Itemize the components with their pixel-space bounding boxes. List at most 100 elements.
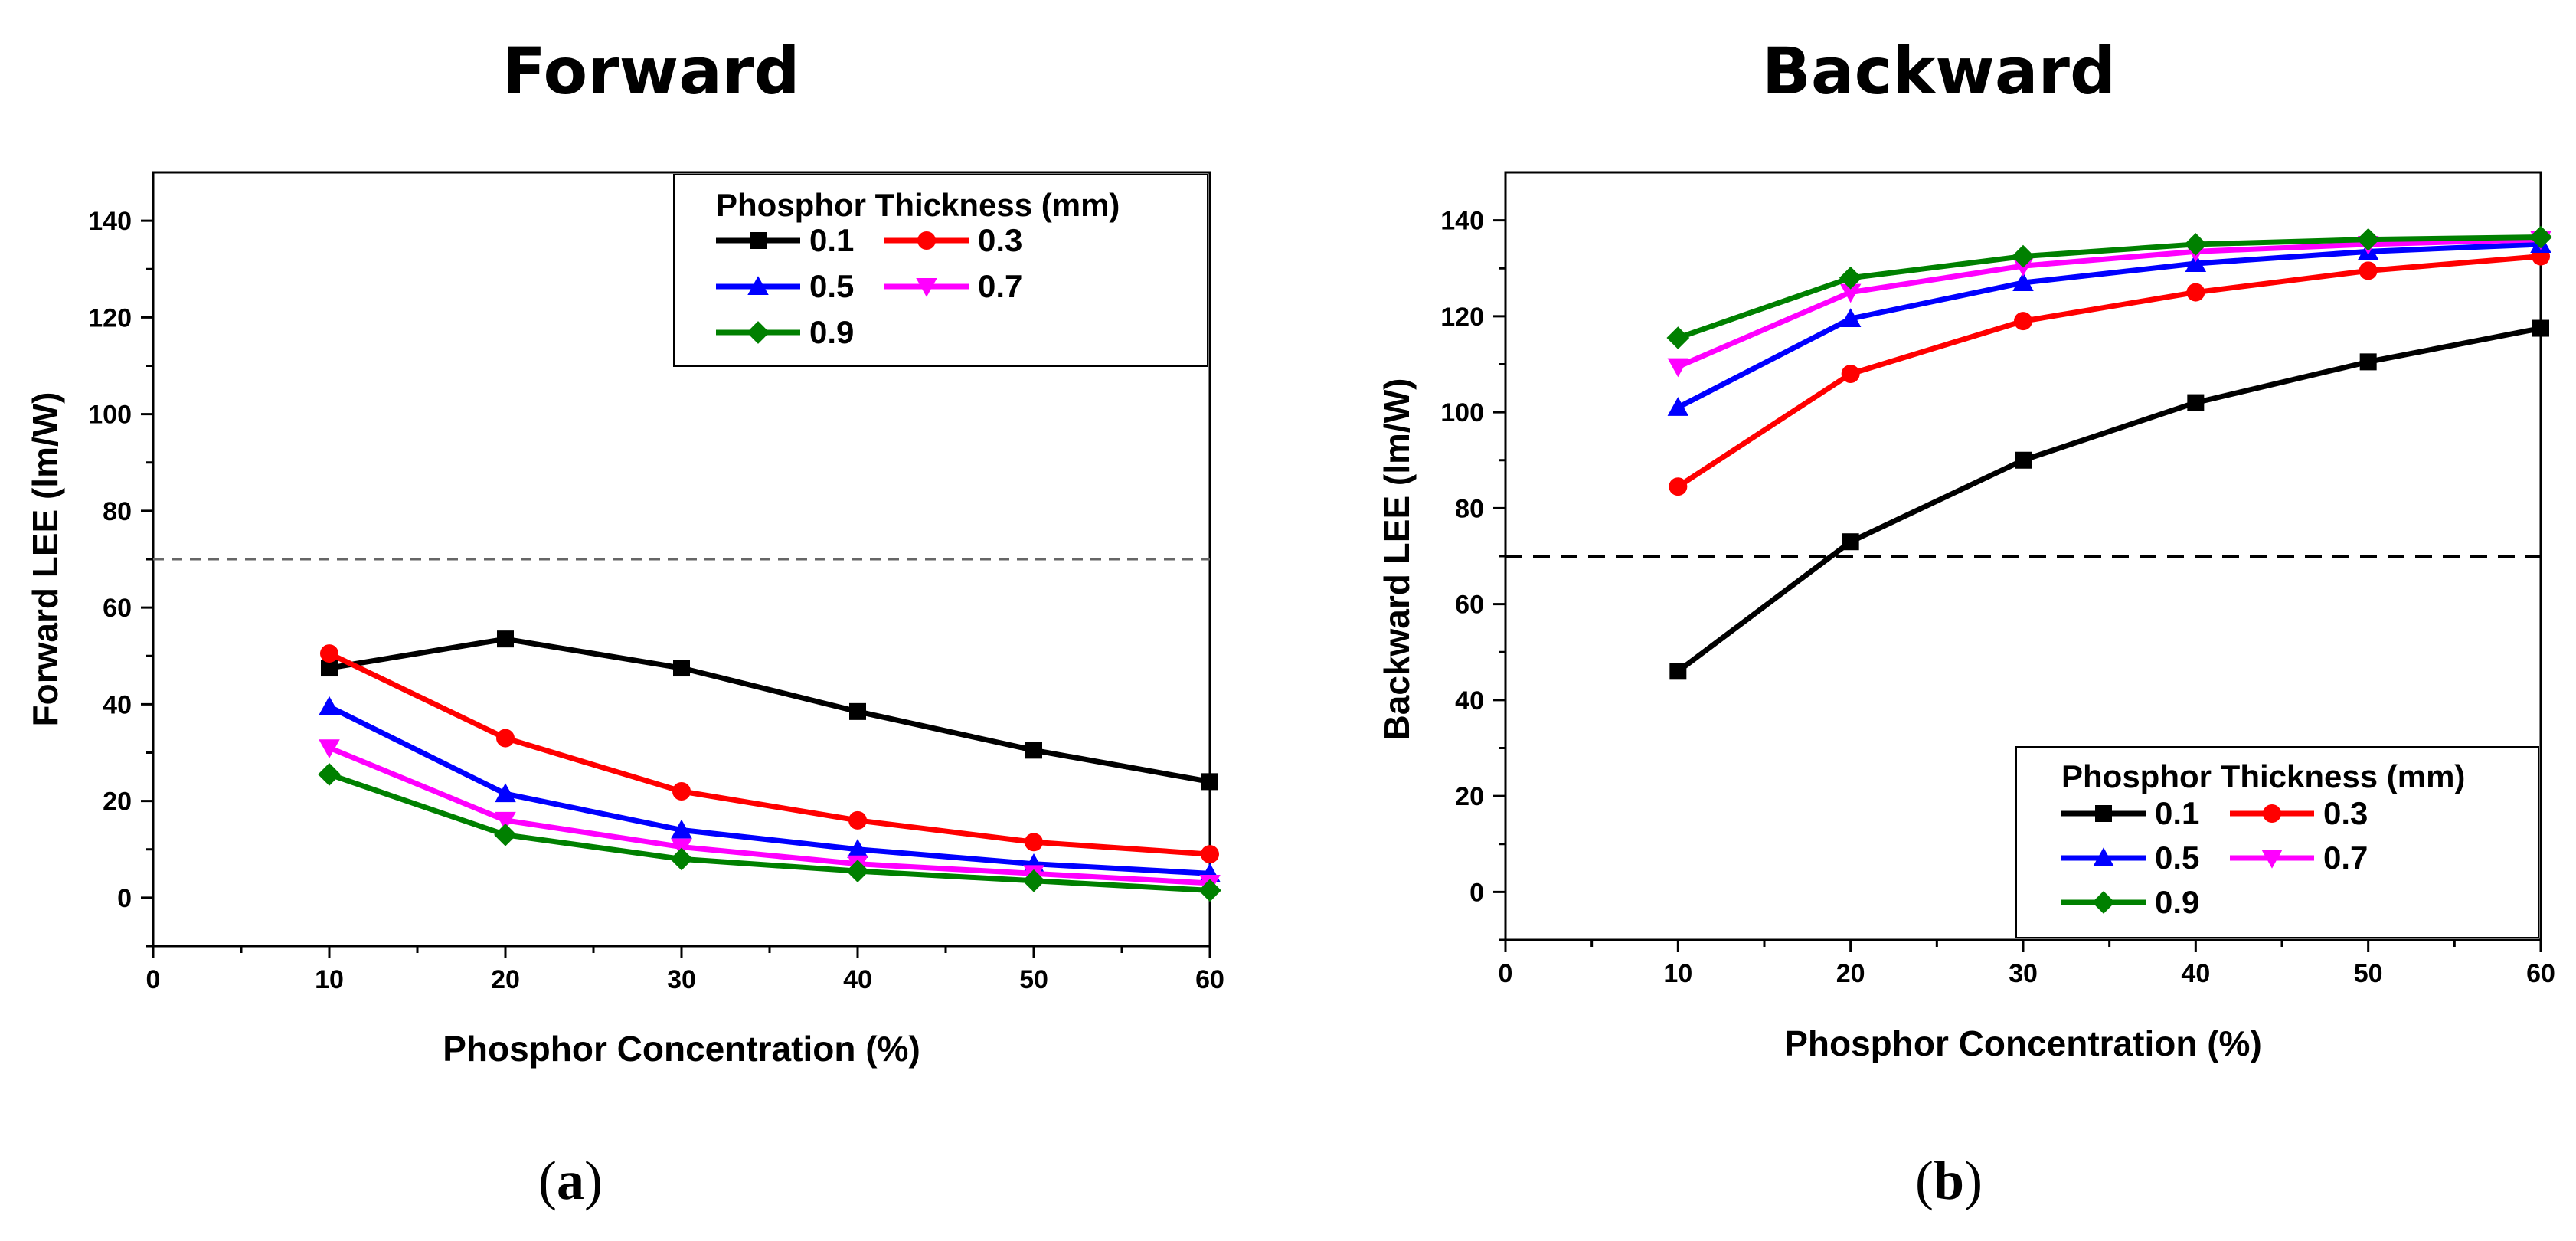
data-point [1025, 742, 1042, 759]
legend-entries: 0.1 0.3 0.5 0.7 0.9 [716, 222, 1022, 350]
panel-label: (a) [538, 1150, 603, 1211]
series-line [1677, 234, 2542, 341]
legend-marker [2093, 847, 2114, 866]
data-point [2185, 253, 2207, 272]
legend-entry: 0.9 [716, 314, 854, 350]
panel-label: (b) [1915, 1150, 1983, 1211]
legend: Phosphor Thickness (mm) 0.1 0.3 0.5 0.7 0.9 [673, 174, 1208, 367]
x-tick-label: 30 [667, 965, 696, 994]
data-point [1025, 833, 1043, 852]
ticks-layer: 0 10 20 30 40 50 60 0 20 40 60 80 100 120 140 [88, 207, 1224, 994]
legend-marker [2263, 804, 2281, 823]
data-point [2186, 283, 2205, 302]
legend-entry: 0.3 [884, 222, 1022, 258]
x-tick-label: 0 [1499, 959, 1513, 988]
data-point [846, 860, 869, 883]
legend-entry: 0.5 [716, 268, 854, 304]
legend-marker [750, 232, 767, 249]
data-point [319, 696, 340, 715]
data-point [496, 729, 515, 748]
legend-marker [2261, 850, 2283, 869]
data-point [495, 811, 516, 831]
data-point [2359, 261, 2378, 280]
legend-entry: 0.5 [2061, 840, 2199, 876]
series-0.1 [1669, 319, 2549, 680]
legend-marker [747, 321, 770, 344]
series-line [328, 704, 1211, 876]
legend-marker [916, 278, 937, 297]
ticks-layer: 0 10 20 30 40 50 60 0 20 40 60 80 100 120 140 [1440, 207, 2555, 988]
chart-title: Backward [1762, 34, 2116, 109]
y-tick-label: 0 [1469, 878, 1484, 907]
legend-title: Phosphor Thickness (mm) [716, 187, 1120, 223]
legend-entries: 0.1 0.3 0.5 0.7 0.9 [2061, 795, 2368, 920]
legend-marker [747, 276, 769, 295]
data-point [2014, 312, 2032, 331]
y-tick-label: 140 [1440, 207, 1484, 236]
legend-entry: 0.9 [2061, 884, 2199, 920]
panel-forward: Forward 0 10 20 30 40 50 60020406080100120140 … [25, 34, 1224, 1211]
x-tick-label: 60 [2526, 959, 2555, 988]
legend-label: 0.1 [809, 222, 854, 258]
legend-label: 0.3 [978, 222, 1022, 258]
series-layer [1666, 225, 2552, 680]
data-point [1669, 477, 1688, 496]
series-0.9 [318, 763, 1221, 902]
legend-label: 0.7 [2323, 840, 2368, 876]
x-tick-label: 50 [1019, 965, 1048, 994]
data-point [2015, 451, 2032, 469]
data-point [672, 782, 691, 801]
data-point [2012, 272, 2034, 292]
data-point [848, 810, 867, 830]
legend-title: Phosphor Thickness (mm) [2061, 758, 2465, 794]
series-layer [318, 630, 1221, 902]
legend-label: 0.9 [809, 314, 854, 350]
data-point [1839, 283, 1862, 303]
y-tick-label: 40 [1455, 686, 1484, 715]
data-point [847, 839, 868, 858]
data-point [1839, 266, 1862, 290]
data-point [1666, 326, 1690, 349]
y-tick-label: 60 [103, 594, 132, 623]
series-line [329, 636, 1211, 784]
data-point [673, 660, 690, 677]
panel-letter: b [1934, 1150, 1964, 1211]
series-line [1676, 237, 2542, 369]
x-axis-label: Phosphor Concentration (%) [443, 1029, 920, 1069]
legend: Phosphor Thickness (mm) 0.1 0.3 0.5 0.7 0.9 [2015, 746, 2539, 938]
data-point [497, 630, 514, 648]
legend-marker [2095, 805, 2112, 822]
legend-label: 0.5 [2155, 840, 2199, 876]
series-line [328, 745, 1211, 886]
data-point [319, 739, 340, 758]
legend-label: 0.7 [978, 268, 1022, 304]
data-point [321, 660, 338, 677]
data-point [670, 847, 693, 871]
legend-label: 0.1 [2155, 795, 2199, 831]
x-tick-label: 50 [2354, 959, 2383, 988]
data-point [671, 819, 692, 839]
x-tick-label: 0 [146, 965, 161, 994]
y-tick-label: 120 [88, 303, 132, 332]
data-point [494, 823, 517, 846]
series-0.1 [321, 630, 1218, 791]
data-point [1198, 879, 1221, 902]
chart-title: Forward [502, 34, 800, 109]
y-tick-label: 80 [1455, 494, 1484, 523]
panel-backward: Backward 0 10 20 30 40 50 60 0 20 40 60 80 100 120 140… [1377, 34, 2555, 1211]
series-line [328, 650, 1211, 857]
data-point [2356, 228, 2380, 251]
y-tick-label: 60 [1455, 591, 1484, 620]
legend-entry: 0.1 [716, 222, 854, 258]
y-tick-label: 100 [88, 401, 132, 430]
data-point [2184, 233, 2208, 256]
series-0.3 [320, 644, 1219, 864]
legend-box [673, 174, 1208, 367]
series-line [1676, 241, 2542, 410]
y-tick-label: 20 [1455, 782, 1484, 811]
y-tick-label: 80 [103, 497, 132, 526]
legend-label: 0.5 [809, 268, 854, 304]
x-tick-label: 10 [1663, 959, 1692, 988]
data-point [2529, 225, 2552, 249]
